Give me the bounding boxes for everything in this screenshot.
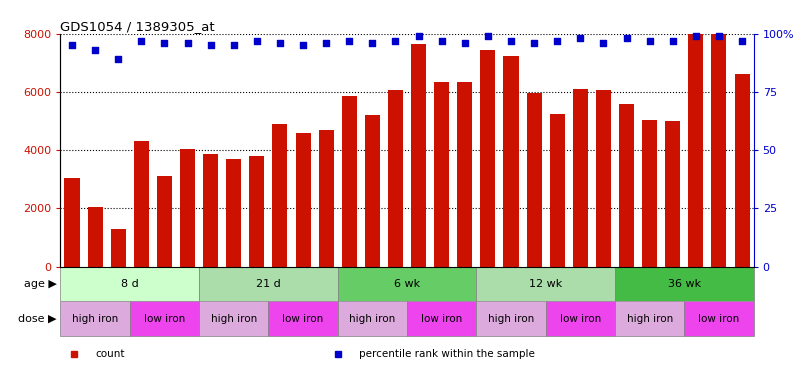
Bar (130, 302, 199, 336)
Text: high iron: high iron (488, 314, 534, 324)
Point (550, 38, 563, 44)
Bar (457, 82, 472, 267)
Bar (619, 104, 634, 267)
Bar (388, 90, 403, 267)
Bar (272, 124, 288, 267)
Point (736, 38, 749, 44)
Text: low iron: low iron (282, 314, 324, 324)
Point (227, 42, 240, 48)
Bar (296, 133, 310, 267)
Point (643, 38, 656, 44)
Point (435, 38, 448, 44)
Point (343, 38, 355, 44)
Bar (526, 93, 542, 267)
Point (366, 40, 379, 46)
Bar (504, 56, 518, 267)
Bar (476, 267, 615, 302)
Text: high iron: high iron (210, 314, 257, 324)
Point (135, 38, 147, 44)
Text: age ▶: age ▶ (23, 279, 56, 289)
Bar (157, 176, 172, 267)
Bar (550, 114, 565, 267)
Bar (268, 302, 338, 336)
Text: 8 d: 8 d (121, 279, 139, 289)
Bar (180, 148, 195, 267)
Point (297, 42, 310, 48)
Point (112, 56, 125, 62)
Point (158, 40, 171, 46)
Text: 12 wk: 12 wk (529, 279, 563, 289)
Text: low iron: low iron (421, 314, 463, 324)
Bar (342, 96, 357, 267)
Bar (573, 89, 588, 267)
Bar (318, 130, 334, 267)
Bar (249, 156, 264, 267)
Bar (665, 121, 680, 267)
Point (412, 33, 425, 39)
Bar (480, 50, 496, 267)
Point (481, 33, 494, 39)
Point (667, 38, 679, 44)
Bar (615, 267, 754, 302)
Point (204, 42, 217, 48)
Point (620, 35, 633, 41)
Bar (60, 302, 130, 336)
Text: 36 wk: 36 wk (667, 279, 701, 289)
Text: high iron: high iron (626, 314, 673, 324)
Bar (615, 302, 684, 336)
Bar (226, 159, 241, 267)
Point (251, 38, 264, 44)
Bar (134, 141, 149, 267)
Point (689, 33, 702, 39)
Bar (596, 90, 611, 267)
Bar (712, 32, 726, 267)
Bar (642, 120, 657, 267)
Text: 21 d: 21 d (256, 279, 280, 289)
Bar (476, 302, 546, 336)
Bar (88, 207, 102, 267)
Point (574, 35, 587, 41)
Bar (546, 302, 615, 336)
Text: 6 wk: 6 wk (394, 279, 420, 289)
Bar (110, 229, 126, 267)
Point (505, 38, 517, 44)
Bar (64, 178, 80, 267)
Bar (199, 302, 268, 336)
Text: low iron: low iron (559, 314, 601, 324)
Bar (338, 267, 476, 302)
Point (528, 40, 541, 46)
Text: high iron: high iron (72, 314, 118, 324)
Bar (338, 302, 407, 336)
Bar (684, 302, 754, 336)
Text: high iron: high iron (349, 314, 396, 324)
Text: percentile rank within the sample: percentile rank within the sample (359, 349, 534, 359)
Point (597, 40, 610, 46)
Point (89, 47, 102, 53)
Bar (434, 82, 449, 267)
Point (181, 40, 194, 46)
Point (320, 40, 333, 46)
Bar (199, 267, 338, 302)
Bar (365, 115, 380, 267)
Point (459, 40, 472, 46)
Text: low iron: low iron (698, 314, 740, 324)
Text: dose ▶: dose ▶ (18, 314, 56, 324)
Bar (688, 34, 704, 267)
Point (273, 40, 286, 46)
Text: low iron: low iron (143, 314, 185, 324)
Text: count: count (95, 349, 125, 359)
Point (713, 33, 725, 39)
Bar (407, 302, 476, 336)
Bar (734, 75, 750, 267)
Bar (203, 154, 218, 267)
Point (389, 38, 402, 44)
Bar (411, 44, 426, 267)
Bar (60, 267, 199, 302)
Text: GDS1054 / 1389305_at: GDS1054 / 1389305_at (60, 20, 215, 33)
Point (65, 42, 78, 48)
